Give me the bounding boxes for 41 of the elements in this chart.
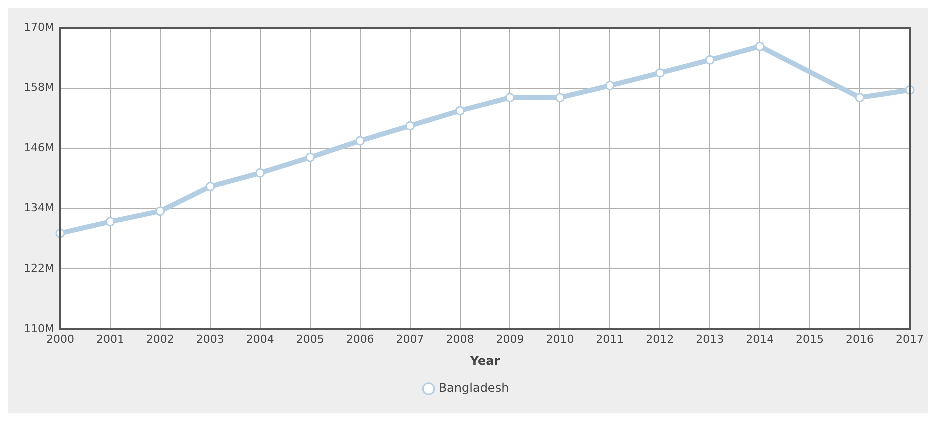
x-tick-label: 2017 (896, 332, 924, 346)
x-tick-label: 2005 (296, 332, 324, 346)
x-tick-label: 2012 (646, 332, 674, 346)
point (156, 206, 166, 216)
x-tick-label: 2003 (196, 332, 224, 346)
x-tick-label: 2009 (496, 332, 524, 346)
x-tick-label: 2007 (396, 332, 424, 346)
y-tick-label: 122M (24, 262, 54, 275)
y-tick-label: 158M (24, 81, 54, 94)
x-tick-label: 2016 (846, 332, 874, 346)
y-tick-label: 134M (24, 202, 54, 215)
x-tick-label: 2015 (796, 332, 824, 346)
x-tick-label: 2004 (246, 332, 274, 346)
point (456, 106, 466, 116)
point (406, 121, 416, 131)
point (505, 93, 515, 103)
x-tick-label: 2006 (346, 332, 374, 346)
point (755, 42, 765, 52)
point (555, 93, 565, 103)
point (256, 168, 266, 178)
x-tick-label: 2011 (596, 332, 624, 346)
legend-label: Bangladesh (438, 381, 510, 396)
point (655, 68, 665, 78)
point (705, 55, 715, 65)
y-tick-label: 146M (24, 141, 54, 154)
point (855, 93, 865, 103)
y-tick-label: 110M (24, 322, 54, 336)
point (356, 136, 366, 146)
x-tick-label: 2010 (546, 332, 574, 346)
x-tick-label: 2001 (96, 332, 124, 346)
point (605, 81, 615, 91)
y-tick-label: 170M (24, 20, 54, 34)
point (106, 217, 116, 227)
x-tick-label: 2000 (46, 332, 74, 346)
x-axis-title: Year (469, 354, 500, 368)
x-tick-label: 2008 (446, 332, 474, 346)
point (306, 152, 316, 162)
x-tick-label: 2002 (146, 332, 174, 346)
point (206, 182, 216, 192)
x-tick-label: 2013 (696, 332, 724, 346)
x-tick-label: 2014 (746, 332, 774, 346)
